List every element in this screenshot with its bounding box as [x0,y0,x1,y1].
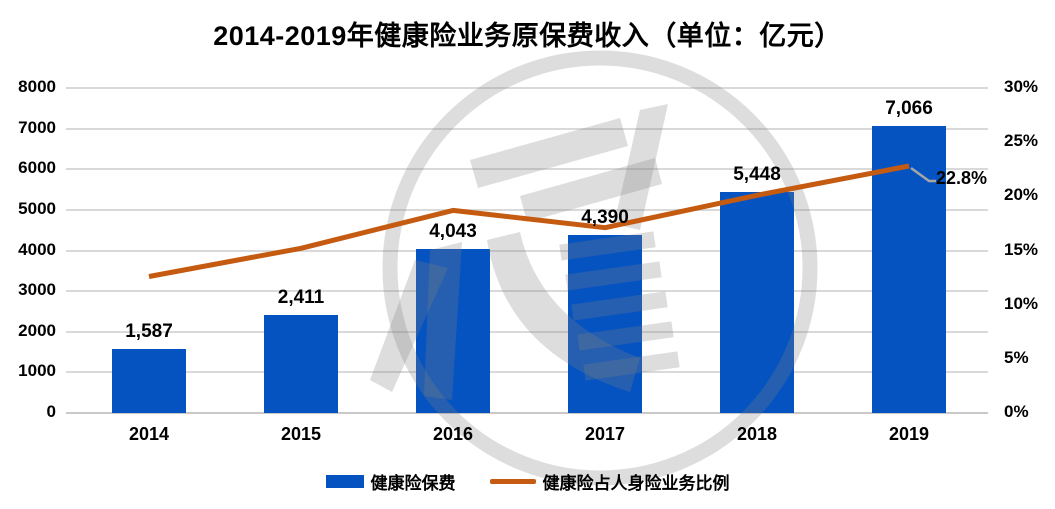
bar [416,248,490,413]
gridline [66,208,988,211]
x-axis-tick: 2018 [736,424,778,444]
y-axis-left-tick: 0 [46,402,56,421]
y-axis-left-tick: 2000 [18,320,56,340]
legend-item-ratio: 健康险占人身险业务比例 [489,469,730,494]
bar-value-label: 1,587 [125,320,173,342]
y-axis-left-tick: 4000 [18,239,56,259]
bar-value-label: 4,043 [429,220,477,242]
x-axis-tick: 2015 [280,424,322,444]
x-axis-tick: 2019 [888,424,930,444]
gridline [66,371,988,374]
bar [720,191,794,413]
bar [112,348,186,413]
gridline [66,127,988,130]
bar [568,234,642,413]
legend: 健康险保费 健康险占人身险业务比例 [0,469,1055,494]
bar-value-label: 4,390 [581,206,629,228]
bar-value-label: 5,448 [733,163,781,185]
y-axis-right-tick: 5% [1004,347,1029,367]
bar-value-label: 7,066 [885,97,933,119]
gridline [66,412,988,414]
y-axis-right-tick: 20% [1004,185,1039,205]
gridline [66,249,988,252]
gridline [66,290,988,293]
line-series-label: 健康险占人身险业务比例 [542,474,730,493]
legend-item-premium: 健康险保费 [325,469,456,494]
y-axis-left-tick: 5000 [18,198,56,218]
x-axis-tick: 2014 [128,424,170,444]
line-series-swatch [489,479,536,484]
bar [264,315,338,413]
y-axis-right-tick: 15% [1004,239,1039,259]
y-axis-left-tick: 3000 [18,280,56,300]
y-axis-right-tick: 30% [1004,77,1039,96]
bar-series-label: 健康险保费 [370,474,456,493]
y-axis-right-tick: 0% [1004,402,1029,421]
x-axis-tick: 2017 [584,424,626,444]
bar-value-label: 2,411 [277,287,325,309]
chart-title: 2014-2019年健康险业务原保费收入（单位：亿元） [213,21,842,51]
y-axis-left-tick: 7000 [18,117,56,137]
y-axis-left-tick: 1000 [18,361,56,381]
gridline [66,87,988,89]
y-axis-left-tick: 8000 [18,77,56,96]
bar-series-swatch [325,475,364,488]
x-axis-tick: 2016 [432,424,474,444]
y-axis-left-tick: 6000 [18,158,56,178]
last-point-annotation: 22.8% [936,168,988,188]
y-axis-right-tick: 10% [1004,293,1039,313]
y-axis-right-tick: 25% [1004,131,1039,151]
gridline [66,330,988,333]
bar [872,125,946,413]
gridline [66,168,988,171]
